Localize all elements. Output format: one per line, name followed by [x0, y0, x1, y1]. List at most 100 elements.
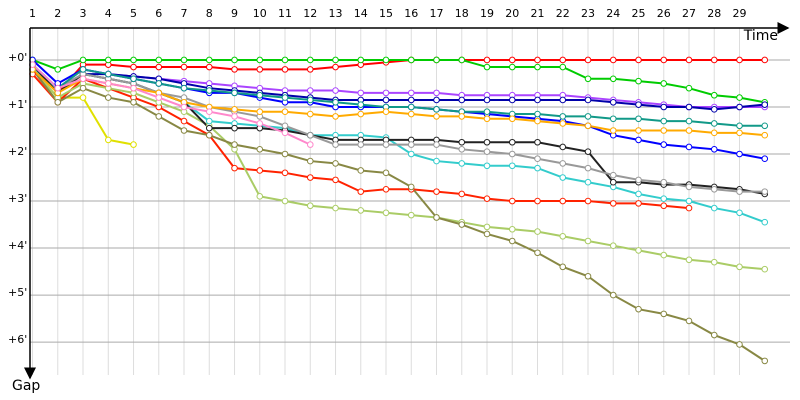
data-point [710, 331, 718, 339]
data-point [306, 56, 314, 64]
data-point [559, 63, 567, 71]
data-point [609, 75, 617, 83]
data-point [508, 115, 516, 123]
data-point [584, 96, 592, 104]
data-point [54, 66, 62, 73]
data-point [130, 141, 137, 148]
data-point [281, 150, 289, 158]
data-point [736, 150, 743, 158]
x-tick-label: 27 [682, 7, 696, 20]
data-point [761, 155, 769, 163]
data-point [357, 89, 365, 97]
data-point [483, 223, 491, 231]
data-point [685, 256, 693, 264]
data-point [710, 56, 718, 64]
data-point [483, 162, 491, 170]
x-tick-label: 16 [404, 7, 418, 20]
data-point [332, 63, 339, 71]
data-point [635, 77, 642, 85]
data-point [231, 106, 238, 113]
data-point [332, 98, 339, 106]
data-point [306, 131, 314, 139]
data-point [256, 146, 264, 153]
data-point [710, 258, 718, 266]
data-point [458, 160, 466, 167]
data-point [483, 56, 491, 64]
data-point [584, 164, 592, 172]
data-point [710, 146, 718, 153]
data-point [54, 84, 62, 92]
data-point [483, 230, 491, 238]
data-point [104, 94, 112, 101]
data-point [660, 80, 668, 87]
data-point [155, 80, 163, 87]
x-tick-label: 1 [29, 7, 36, 20]
data-point [382, 169, 390, 177]
data-point [256, 120, 264, 127]
data-point [685, 197, 693, 205]
data-point [685, 103, 693, 111]
data-point [609, 291, 617, 299]
data-point [180, 127, 188, 134]
data-point [332, 160, 339, 167]
data-point [357, 207, 365, 214]
data-point [458, 138, 466, 146]
data-point [559, 120, 567, 127]
data-point [205, 87, 213, 94]
data-point [281, 129, 289, 137]
data-point [609, 127, 617, 134]
data-point [231, 164, 238, 172]
data-point [736, 56, 743, 64]
data-point [382, 141, 390, 148]
y-tick-label: +2' [8, 145, 27, 158]
x-tick-label: 22 [556, 7, 570, 20]
data-point [433, 106, 440, 113]
data-point [660, 56, 668, 64]
data-point [559, 232, 567, 240]
data-point [559, 113, 567, 120]
data-point [710, 120, 718, 127]
data-point [407, 96, 415, 104]
data-point [736, 209, 743, 217]
data-point [635, 127, 642, 134]
x-tick-label: 12 [303, 7, 317, 20]
data-point [357, 110, 365, 118]
data-point [256, 91, 264, 99]
data-point [559, 263, 567, 271]
y-tick-label: +5' [8, 286, 27, 299]
data-point [534, 63, 541, 71]
data-point [130, 75, 137, 83]
data-point [180, 84, 188, 92]
data-point [130, 98, 137, 106]
data-point [761, 122, 769, 130]
x-tick-label: 15 [379, 7, 393, 20]
data-point [458, 96, 466, 104]
data-point [660, 195, 668, 202]
x-tick-label: 28 [707, 7, 721, 20]
data-point [79, 84, 87, 92]
data-point [685, 143, 693, 151]
data-point [761, 131, 769, 139]
data-point [155, 94, 163, 101]
data-point [155, 56, 163, 64]
data-point [382, 89, 390, 97]
data-point [736, 263, 743, 271]
data-point [660, 127, 668, 134]
data-point [534, 56, 541, 64]
data-point [281, 66, 289, 73]
data-point [483, 63, 491, 71]
data-point [534, 155, 541, 163]
data-point [306, 202, 314, 210]
data-point [433, 89, 440, 97]
data-point [458, 113, 466, 120]
x-tick-label: 29 [733, 7, 747, 20]
data-point [407, 183, 415, 191]
y-tick-label: +6' [8, 333, 27, 346]
data-point [256, 167, 264, 174]
x-tick-label: 20 [505, 7, 519, 20]
data-point [685, 117, 693, 125]
data-point [332, 176, 339, 184]
data-point [761, 56, 769, 64]
data-point [433, 113, 440, 120]
data-point [407, 103, 415, 111]
